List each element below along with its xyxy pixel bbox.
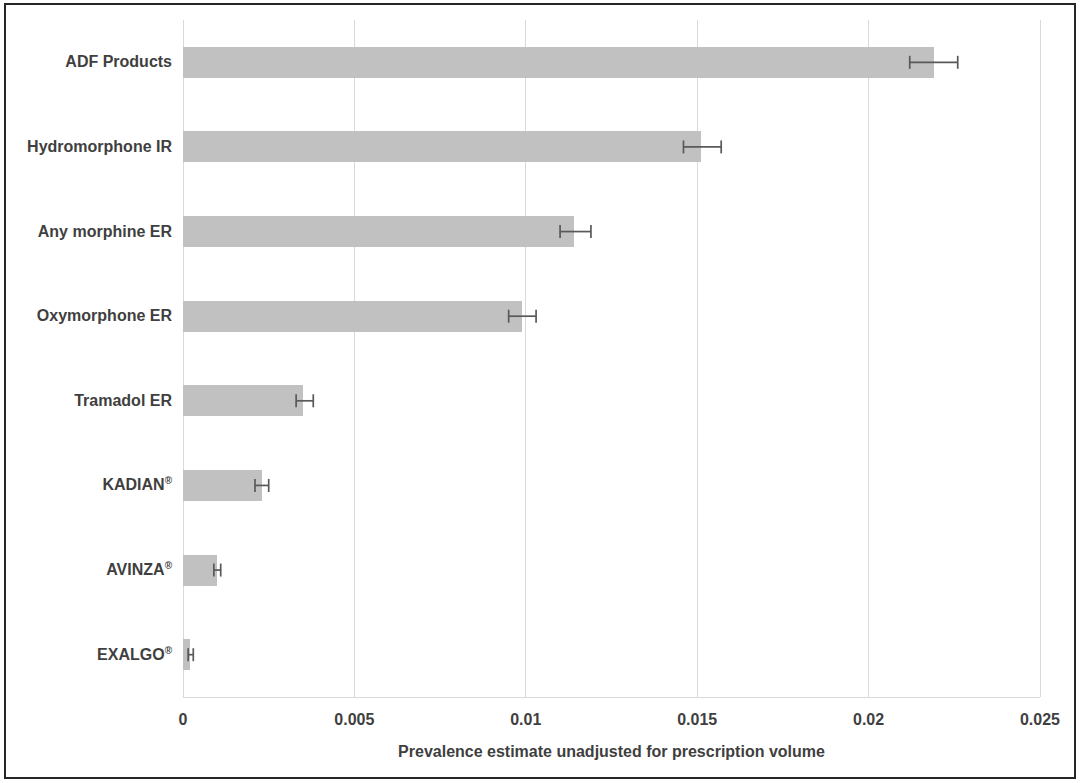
x-tick-label: 0.025 [995,709,1080,731]
bar-chart: ADF ProductsHydromorphone IRAny morphine… [0,0,1080,783]
x-tick-label: 0.01 [481,709,571,731]
x-tick-label: 0.02 [824,709,914,731]
x-tick-label: 0.015 [652,709,742,731]
x-tick-label: 0.005 [309,709,399,731]
x-tick-label: 0 [138,709,228,731]
x-tick-labels: 0 0.005 0.01 0.015 0.02 0.025 [0,0,1080,783]
x-axis-title: Prevalence estimate unadjusted for presc… [183,741,1040,763]
